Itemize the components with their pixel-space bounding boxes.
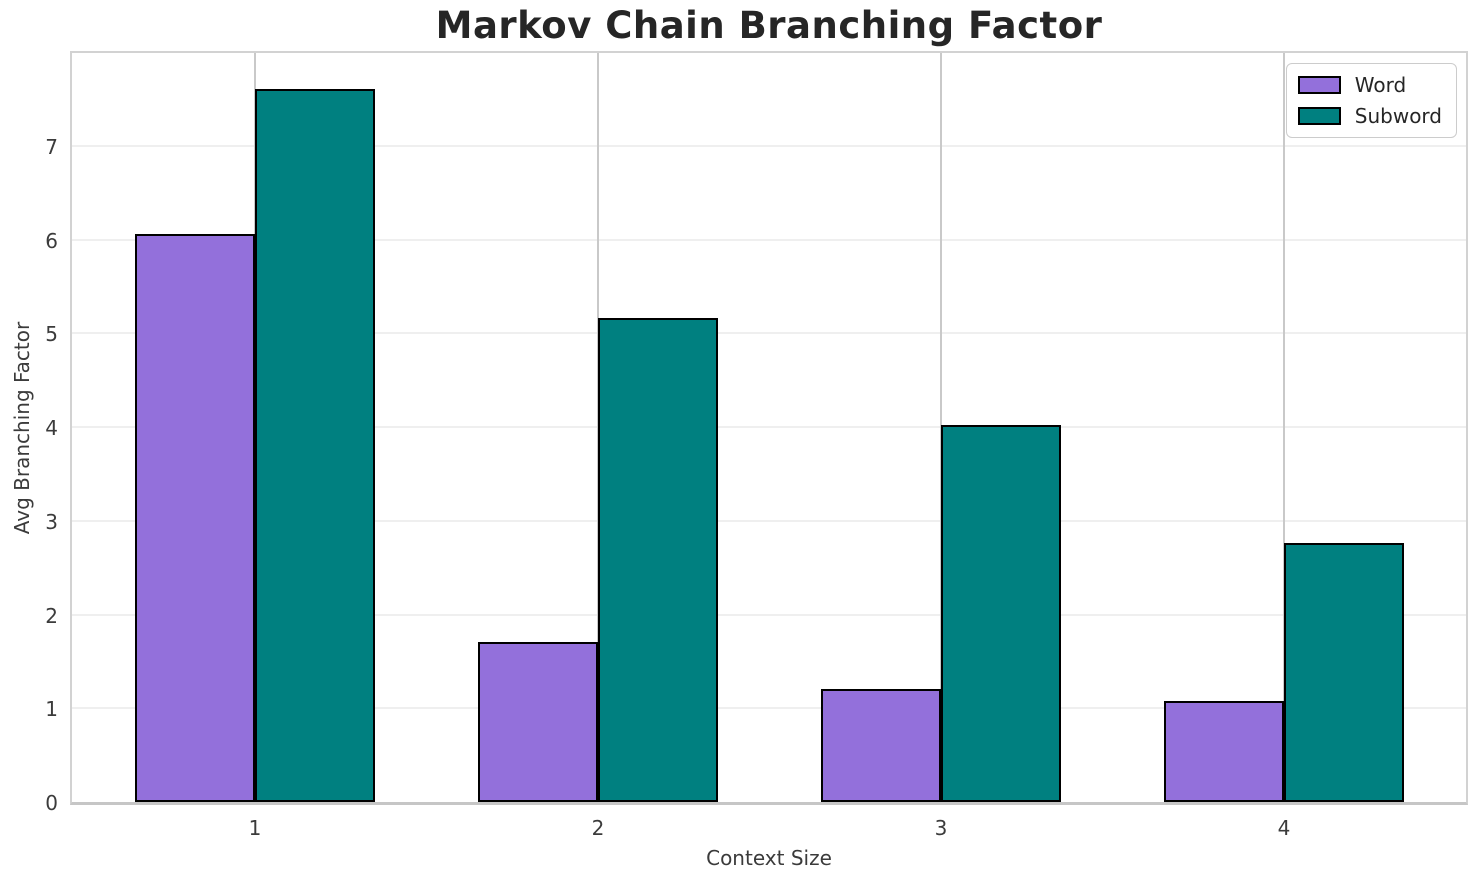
y-tick-label-0: 0 bbox=[45, 791, 58, 815]
bar-word-c2 bbox=[478, 642, 598, 802]
legend-label-subword: Subword bbox=[1354, 104, 1442, 128]
bar-word-c4 bbox=[1164, 701, 1284, 802]
y-tick-label-2: 2 bbox=[45, 603, 58, 628]
bar-subword-c2 bbox=[598, 318, 718, 802]
bar-subword-c1 bbox=[255, 89, 375, 802]
v-gridline bbox=[1283, 53, 1285, 802]
bar-word-c3 bbox=[821, 689, 941, 802]
h-gridline bbox=[72, 332, 1466, 335]
bar-subword-c4 bbox=[1284, 543, 1404, 802]
x-tick-label-3: 3 bbox=[934, 816, 948, 840]
h-gridline bbox=[72, 426, 1466, 428]
x-tick-label-1: 1 bbox=[248, 816, 262, 840]
h-gridline bbox=[72, 519, 1466, 522]
h-gridline bbox=[72, 613, 1466, 616]
h-gridline bbox=[72, 707, 1466, 710]
y-tick-label-4: 4 bbox=[45, 416, 58, 440]
x-tick-label-4: 4 bbox=[1277, 816, 1291, 840]
legend-label-word: Word bbox=[1354, 73, 1407, 97]
y-tick-label-5: 5 bbox=[45, 322, 58, 347]
bar-subword-c3 bbox=[941, 425, 1061, 802]
y-tick-label-1: 1 bbox=[45, 697, 58, 722]
y-tick-label-7: 7 bbox=[45, 134, 58, 159]
y-tick-label-6: 6 bbox=[45, 228, 58, 253]
plot-area: Word Subword bbox=[70, 51, 1468, 805]
y-tick-label-3: 3 bbox=[45, 509, 58, 534]
h-gridline bbox=[72, 144, 1466, 147]
chart-title: Markov Chain Branching Factor bbox=[435, 4, 1103, 47]
legend-swatch-subword bbox=[1297, 107, 1341, 125]
legend: Word Subword bbox=[1285, 63, 1457, 138]
x-axis-label: Context Size bbox=[706, 846, 832, 870]
legend-item-word: Word bbox=[1297, 73, 1442, 97]
y-axis-label: Avg Branching Factor bbox=[10, 321, 34, 535]
legend-swatch-word bbox=[1297, 76, 1341, 94]
h-gridline bbox=[72, 238, 1466, 241]
bar-word-c1 bbox=[135, 234, 255, 802]
legend-item-subword: Subword bbox=[1297, 104, 1442, 128]
x-tick-label-2: 2 bbox=[591, 816, 605, 840]
